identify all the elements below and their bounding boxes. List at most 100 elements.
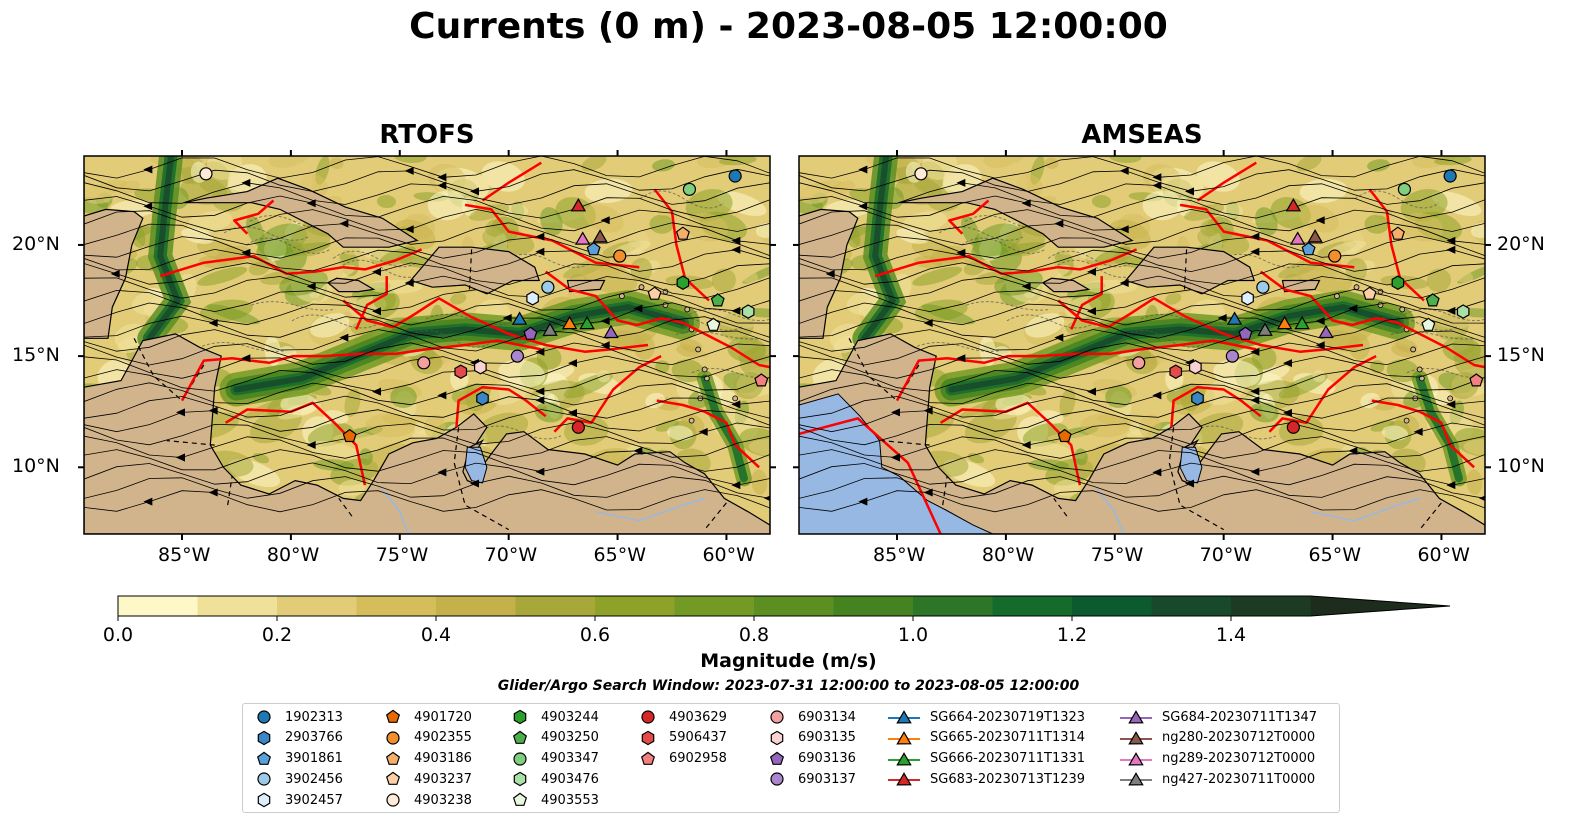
platform-legend-symbol (513, 709, 527, 725)
platform-marker-4903244 (676, 275, 690, 290)
platform-legend-symbol (770, 730, 784, 746)
legend-symbol (770, 730, 784, 746)
lon-tick-label: 65°W (593, 544, 647, 566)
glider-marker-SG666-20230711T1331 (579, 315, 595, 330)
legend-label: ng280-20230712T0000 (1162, 730, 1316, 746)
legend-item: 4903244 (507, 707, 627, 727)
colorbar-tick-label: 0.2 (261, 624, 293, 646)
legend-label: 3901861 (285, 751, 343, 767)
platform-marker-5906437 (454, 364, 468, 379)
glider-marker-SG683-20230713T1239 (1285, 197, 1302, 212)
panel-title-rtofs: RTOFS (379, 120, 475, 150)
legend-symbol (385, 751, 401, 765)
legend-label: 4903476 (541, 771, 599, 787)
platform-marker-6903136 (1238, 326, 1253, 340)
platform-legend-symbol (385, 772, 401, 786)
platform-legend-symbol (512, 792, 528, 807)
platform-marker-4903186 (675, 226, 690, 240)
legend-symbol (1128, 710, 1144, 724)
legend-item: 6903137 (764, 769, 884, 789)
platform-marker-3901861 (586, 242, 601, 256)
platform-legend-symbol (257, 792, 271, 808)
lon-tick-label: 85°W (158, 544, 211, 566)
legend-symbol (896, 772, 912, 786)
glider-legend-symbol (888, 772, 920, 786)
platform-marker-4903250 (710, 293, 725, 307)
platform-marker-6903136 (523, 326, 538, 340)
legend-item: 6903135 (764, 728, 884, 748)
platform-marker-4903629 (571, 420, 585, 434)
platform-marker-4903553 (1421, 317, 1436, 331)
legend-label: 4903629 (669, 709, 727, 725)
platform-marker-4903244 (1391, 275, 1405, 290)
legend-symbol (641, 730, 655, 746)
colorbar (117, 595, 1451, 621)
legend-symbol (641, 710, 655, 724)
legend-item: 4903237 (380, 769, 500, 789)
legend-symbol (513, 751, 527, 766)
glider-marker-SG684-20230711T1347 (603, 324, 619, 339)
lat-tick-label-right: 15°N (1497, 344, 1545, 367)
colorbar-tick-label: 0.6 (579, 624, 611, 646)
legend-item: ng427-20230711T0000 (1118, 769, 1338, 789)
legend-item: 6902958 (635, 749, 755, 769)
legend-item: ng280-20230712T0000 (1118, 728, 1338, 748)
legend-label: 6903134 (798, 709, 856, 725)
glider-legend-symbol (1120, 730, 1152, 745)
platform-marker-4903238 (199, 167, 213, 181)
platform-marker-2903766 (476, 391, 489, 406)
platform-marker-4903629 (1286, 420, 1300, 434)
glider-legend-symbol (1120, 710, 1152, 724)
rtofs-map[interactable] (78, 150, 776, 540)
lon-tick-label: 65°W (1308, 544, 1362, 566)
platform-marker-3902456 (1256, 280, 1270, 294)
glider-legend-symbol (888, 751, 920, 766)
legend-symbol (770, 710, 784, 724)
legend-label: 4903238 (414, 792, 472, 808)
legend-item: 3901861 (251, 749, 371, 769)
glider-marker-SG664-20230719T1323 (511, 311, 528, 325)
legend-item: 6903136 (764, 749, 884, 769)
platform-marker-4903237 (647, 286, 662, 300)
legend-item: 2903766 (251, 728, 371, 748)
platform-marker-6902958 (1469, 373, 1484, 387)
platform-marker-5906437 (1169, 364, 1183, 379)
glider-marker-ng280-20230712T0000 (1307, 229, 1323, 243)
legend-symbol (1128, 730, 1144, 745)
lat-tick-label-left: 10°N (12, 455, 60, 478)
legend-label: 6903137 (798, 771, 856, 787)
platform-marker-4903553 (706, 317, 721, 331)
amseas-map[interactable] (793, 150, 1491, 540)
legend-symbol (257, 772, 271, 786)
legend-label: 4903186 (414, 751, 472, 767)
platform-legend-symbol (385, 751, 401, 765)
colorbar-tick-label: 0.8 (738, 624, 770, 646)
legend-symbol (512, 730, 528, 744)
platform-marker-3901861 (1301, 242, 1316, 256)
legend-item: SG664-20230719T1323 (886, 707, 1116, 727)
lon-tick-label: 80°W (266, 544, 320, 566)
platform-marker-4902355 (613, 249, 627, 263)
colorbar-tick-label: 1.2 (1056, 624, 1088, 646)
legend-item: 3902456 (251, 769, 371, 789)
colorbar-tick-label: 1.0 (897, 624, 929, 646)
platform-legend-symbol (513, 751, 527, 766)
legend-item: 1902313 (251, 707, 371, 727)
legend-item: 3902457 (251, 790, 371, 810)
legend-item: SG666-20230711T1331 (886, 749, 1116, 769)
platform-legend-symbol (256, 751, 272, 765)
platform-marker-1902313 (728, 169, 742, 183)
legend-symbol (1128, 772, 1144, 786)
legend-item: SG665-20230711T1314 (886, 728, 1116, 748)
legend-symbol (386, 731, 400, 745)
platform-marker-3902457 (1241, 291, 1254, 306)
legend-label: 4903244 (541, 709, 599, 725)
lon-tick-label: 85°W (873, 544, 926, 566)
glider-marker-SG684-20230711T1347 (1318, 324, 1334, 339)
platform-legend-symbol (257, 710, 271, 724)
legend-symbol (513, 772, 527, 787)
glider-marker-ng280-20230712T0000 (592, 229, 608, 243)
lat-tick-label-left: 20°N (12, 232, 60, 255)
platform-marker-4903237 (1362, 286, 1377, 300)
legend-symbol (896, 751, 912, 766)
